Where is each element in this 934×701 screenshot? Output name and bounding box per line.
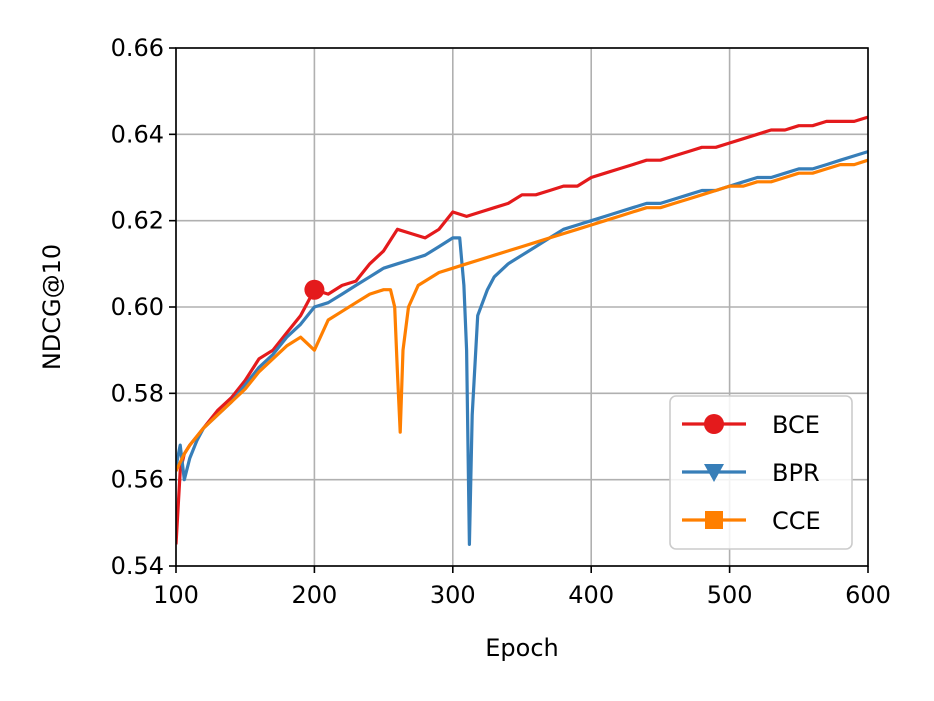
marker-circle [304, 279, 325, 300]
x-tick-label: 200 [291, 581, 337, 609]
x-tick-label: 600 [845, 581, 891, 609]
series-line-bce [176, 115, 868, 545]
legend-item-bce: BCE [682, 411, 820, 439]
legend-box [669, 395, 853, 550]
legend-label: BCE [772, 411, 820, 439]
x-axis-label: Epoch [485, 634, 559, 662]
marker-triangle [704, 464, 724, 482]
legend-item-bpr: BPR [682, 459, 820, 487]
marker-circle [704, 414, 724, 434]
legend-label: CCE [772, 507, 821, 535]
x-tick-label: 100 [153, 581, 199, 609]
y-tick-label: 0.56 [111, 466, 164, 494]
y-axis: 0.54 0.56 0.58 0.60 0.62 0.64 0.66 [111, 34, 176, 580]
x-axis: 100 200 300 400 500 600 [153, 566, 891, 609]
y-tick-label: 0.60 [111, 293, 164, 321]
y-axis-label: NDCG@10 [38, 244, 66, 370]
y-tick-label: 0.54 [111, 552, 164, 580]
x-tick-label: 300 [430, 581, 476, 609]
y-tick-label: 0.58 [111, 379, 164, 407]
series-line-cce [176, 158, 868, 472]
y-tick-label: 0.66 [111, 34, 164, 62]
legend: BCE BPR CCE [669, 395, 853, 550]
legend-label: BPR [772, 459, 820, 487]
y-tick-label: 0.62 [111, 207, 164, 235]
y-tick-label: 0.64 [111, 120, 164, 148]
x-tick-label: 400 [568, 581, 614, 609]
legend-item-cce: CCE [682, 507, 821, 535]
x-tick-label: 500 [707, 581, 753, 609]
plot-area [176, 115, 868, 546]
marker-square [705, 511, 723, 529]
